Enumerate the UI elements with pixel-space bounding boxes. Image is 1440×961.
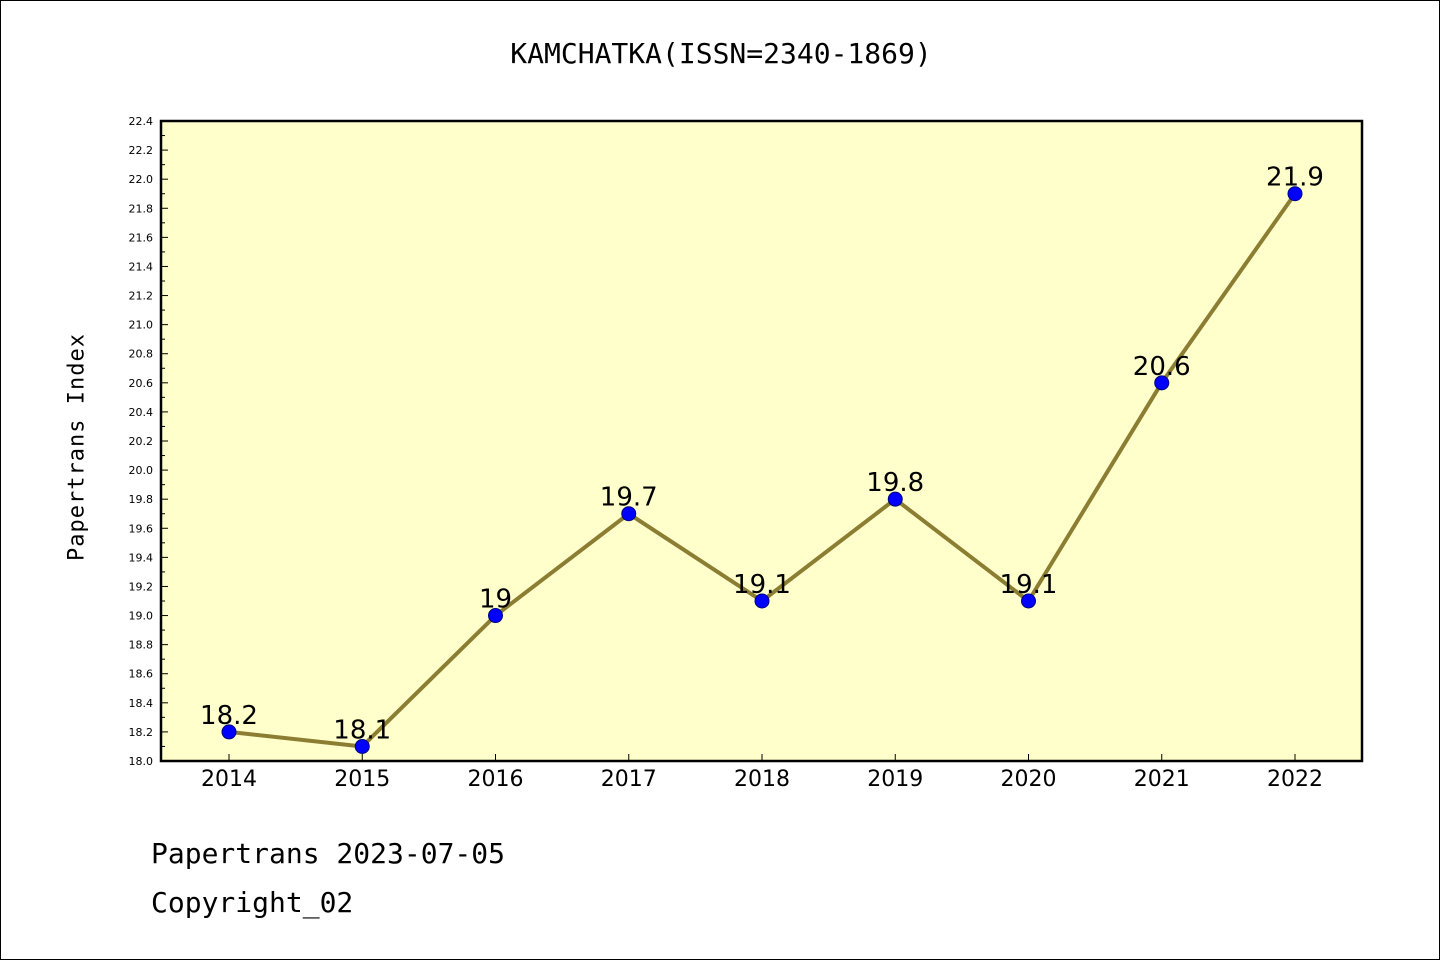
data-label: 20.6 bbox=[1133, 352, 1191, 382]
x-tick-label: 2014 bbox=[201, 767, 257, 792]
y-tick-label: 18.2 bbox=[129, 726, 154, 739]
x-tick-label: 2017 bbox=[601, 767, 657, 792]
x-tick-label: 2016 bbox=[468, 767, 524, 792]
data-point bbox=[1154, 375, 1170, 391]
data-point bbox=[221, 724, 237, 740]
data-point bbox=[621, 506, 637, 522]
data-label: 19.8 bbox=[866, 468, 924, 498]
y-tick-label: 18.0 bbox=[129, 755, 154, 768]
x-tick-label: 2018 bbox=[734, 767, 790, 792]
y-tick-label: 21.6 bbox=[129, 231, 154, 244]
data-label: 18.1 bbox=[333, 715, 391, 745]
y-tick-label: 18.6 bbox=[129, 668, 154, 681]
y-tick-label: 22.2 bbox=[129, 144, 154, 157]
y-tick-label: 19.8 bbox=[129, 493, 154, 506]
plot-frame bbox=[159, 119, 1364, 763]
x-tick-label: 2022 bbox=[1267, 767, 1323, 792]
footer-date: Papertrans 2023-07-05 bbox=[151, 837, 506, 870]
y-tick-label: 20.2 bbox=[129, 435, 154, 448]
plot-area bbox=[161, 121, 1362, 761]
x-tick-label: 2015 bbox=[334, 767, 390, 792]
x-tick-label: 2021 bbox=[1134, 767, 1190, 792]
y-tick-label: 22.0 bbox=[129, 173, 154, 186]
data-point bbox=[1021, 593, 1036, 609]
data-point bbox=[887, 491, 903, 507]
footer-copyright: Copyright_02 bbox=[151, 886, 354, 919]
y-tick-label: 21.2 bbox=[129, 290, 154, 303]
y-tick-label: 18.4 bbox=[129, 697, 154, 710]
y-tick-label: 21.4 bbox=[129, 260, 154, 273]
y-tick-label: 19.0 bbox=[129, 610, 154, 623]
data-label: 19 bbox=[479, 585, 512, 615]
data-label: 19.7 bbox=[600, 483, 658, 513]
y-tick-label: 19.4 bbox=[129, 551, 154, 564]
data-point bbox=[488, 608, 503, 624]
y-tick-label: 20.4 bbox=[129, 406, 154, 419]
y-tick-label: 19.2 bbox=[129, 580, 154, 593]
data-label: 19.1 bbox=[1000, 570, 1058, 600]
y-tick-label: 20.0 bbox=[129, 464, 154, 477]
data-label: 21.9 bbox=[1266, 163, 1324, 193]
data-label: 19.1 bbox=[733, 570, 791, 600]
data-point bbox=[354, 738, 370, 754]
y-tick-label: 21.8 bbox=[129, 202, 154, 215]
y-tick-label: 20.6 bbox=[129, 377, 154, 390]
y-tick-label: 22.4 bbox=[129, 115, 154, 128]
chart-title: KAMCHATKA(ISSN=2340-1869) bbox=[510, 37, 932, 70]
x-tick-label: 2020 bbox=[1001, 767, 1057, 792]
y-tick-label: 21.0 bbox=[129, 319, 154, 332]
data-point bbox=[1287, 186, 1303, 202]
y-tick-label: 20.8 bbox=[129, 348, 154, 361]
data-point bbox=[754, 593, 770, 609]
x-tick-label: 2019 bbox=[867, 767, 923, 792]
y-tick-label: 19.6 bbox=[129, 522, 154, 535]
data-label: 18.2 bbox=[200, 701, 258, 731]
y-tick-label: 18.8 bbox=[129, 639, 154, 652]
